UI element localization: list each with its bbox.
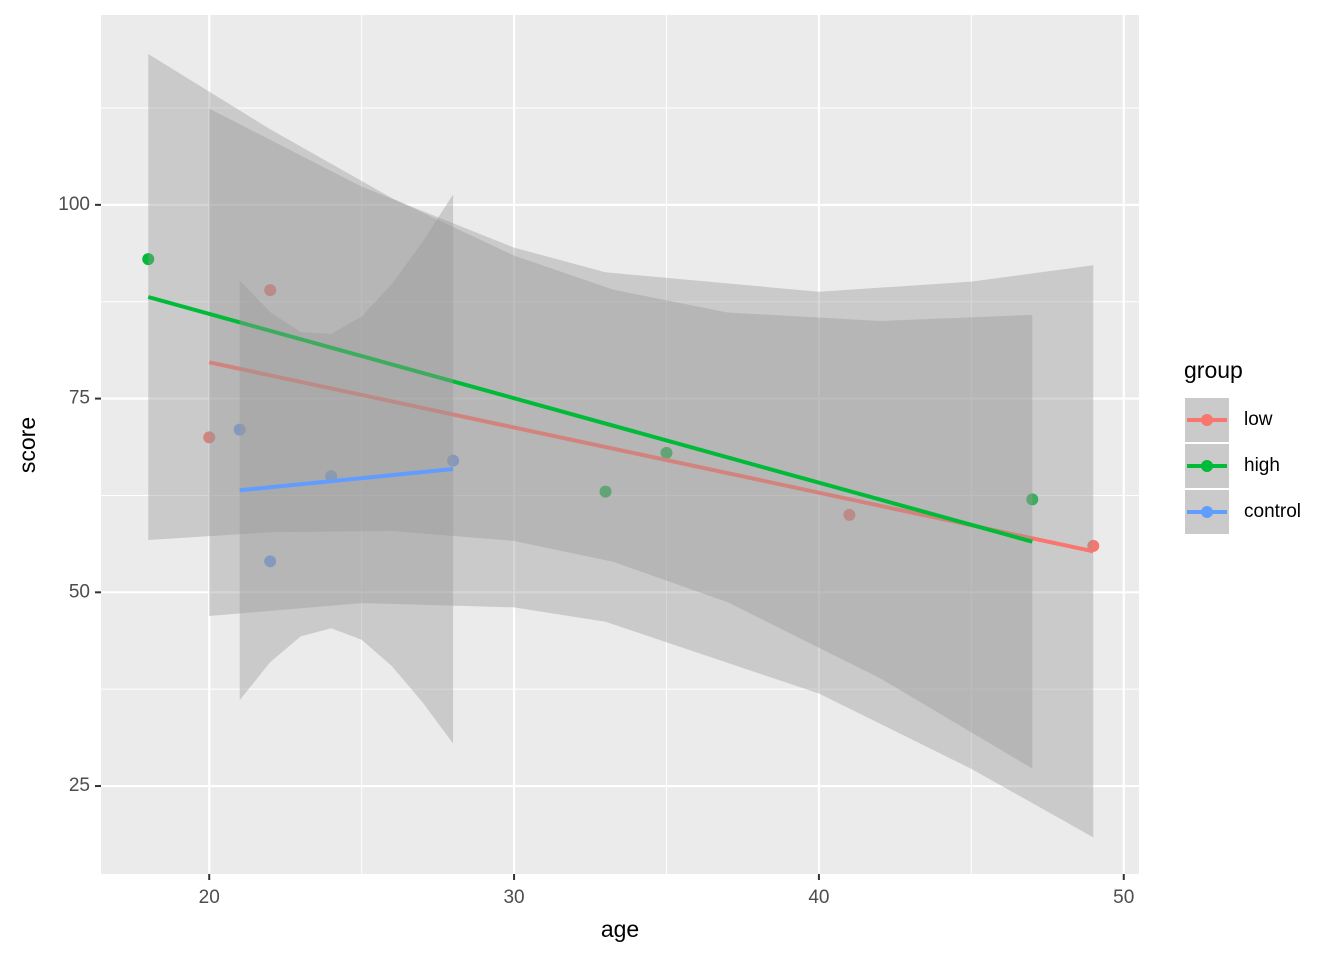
point: [233, 423, 246, 436]
y-tick-label: 100: [58, 194, 90, 215]
x-tick-label: 40: [808, 887, 829, 908]
confidence-band: [209, 108, 1094, 838]
confidence-band: [148, 53, 1033, 769]
point: [142, 253, 155, 266]
legend-label: low: [1244, 409, 1273, 430]
x-axis-title: age: [601, 916, 639, 942]
x-tick-label: 50: [1113, 887, 1134, 908]
point: [660, 446, 673, 459]
y-axis-title: score: [14, 417, 40, 473]
x-tick-label: 30: [503, 887, 524, 908]
point: [1026, 493, 1039, 506]
fit-line: [147, 295, 1033, 544]
confidence-band: [239, 194, 454, 744]
legend-key-point: [1201, 460, 1213, 472]
legend-label: high: [1244, 455, 1280, 476]
point: [264, 555, 277, 568]
point: [203, 431, 216, 444]
legend-title: group: [1184, 357, 1243, 383]
fit-line: [239, 467, 454, 493]
legend-key-point: [1201, 414, 1213, 426]
legend-key-point: [1201, 506, 1213, 518]
point: [599, 485, 612, 498]
point: [264, 284, 277, 297]
y-tick-label: 25: [69, 775, 90, 796]
point: [843, 508, 856, 521]
y-tick-label: 75: [69, 388, 90, 409]
x-tick-label: 20: [199, 887, 220, 908]
y-tick-label: 50: [69, 581, 90, 602]
point: [447, 454, 460, 467]
panel-background: [101, 15, 1139, 874]
legend-label: control: [1244, 501, 1301, 522]
